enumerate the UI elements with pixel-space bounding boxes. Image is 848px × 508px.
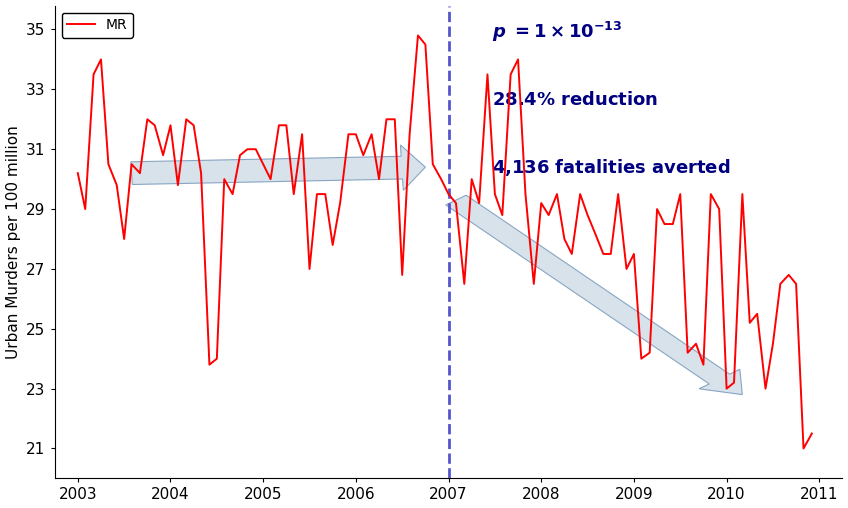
MR bbox=[390, 116, 400, 122]
MR bbox=[752, 311, 762, 317]
Y-axis label: Urban Murders per 100 million: Urban Murders per 100 million bbox=[6, 125, 20, 359]
MR bbox=[451, 200, 461, 206]
MR bbox=[474, 200, 484, 206]
Polygon shape bbox=[446, 195, 742, 395]
Polygon shape bbox=[131, 145, 426, 190]
Text: $\bfit{p}$ $\mathbf{= 1 \times 10^{-13}}$: $\bfit{p}$ $\mathbf{= 1 \times 10^{-13}}… bbox=[492, 20, 622, 44]
Legend: MR: MR bbox=[62, 13, 133, 38]
MR bbox=[282, 122, 292, 129]
MR bbox=[73, 170, 83, 176]
Line: MR: MR bbox=[78, 36, 812, 449]
Text: $\mathbf{4{,}136 \ fatalities \ averted}$: $\mathbf{4{,}136 \ fatalities \ averted}… bbox=[492, 157, 730, 178]
MR bbox=[806, 430, 817, 436]
Text: $\mathbf{28.4 \% \ reduction}$: $\mathbf{28.4 \% \ reduction}$ bbox=[492, 90, 658, 109]
MR bbox=[413, 33, 423, 39]
MR bbox=[173, 182, 183, 188]
MR bbox=[799, 446, 809, 452]
